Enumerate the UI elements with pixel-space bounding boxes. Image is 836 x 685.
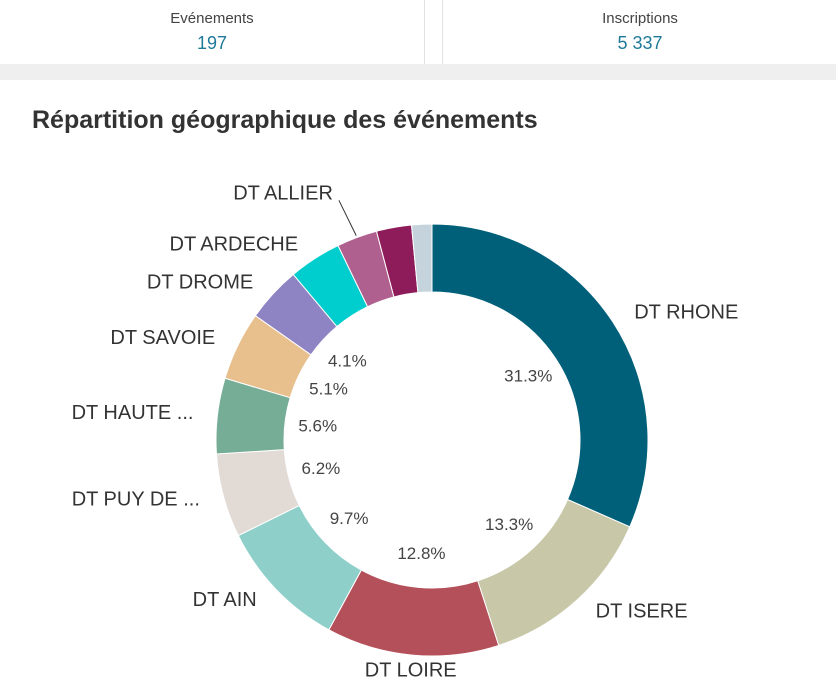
slice-category-label: DT ALLIER [233, 183, 333, 205]
kpi-label: Evénements [170, 10, 254, 27]
leader-line [338, 200, 357, 236]
slice-category-label: DT ARDECHE [170, 233, 299, 255]
slice-percent-label: 4.1% [328, 352, 367, 371]
kpi-card[interactable]: Inscriptions 5 337 [442, 0, 836, 64]
slice-category-label: DT SAVOIE [110, 327, 215, 349]
slice-percent-label: 31.3% [504, 367, 552, 386]
donut-slice [410, 223, 433, 294]
kpi-card[interactable]: Evénements 197 [0, 0, 425, 64]
slice-category-label: DT PUY DE ... [72, 488, 200, 510]
slice-percent-label: 5.1% [309, 379, 348, 398]
slice-percent-label: 9.7% [330, 509, 369, 528]
slice-category-label: DT ISERE [596, 600, 688, 622]
kpi-label: Inscriptions [602, 10, 678, 27]
slice-percent-label: 13.3% [485, 515, 533, 534]
donut-slice [431, 223, 649, 528]
slice-percent-label: 12.8% [397, 544, 445, 563]
slice-percent-label: 5.6% [298, 417, 337, 436]
slice-category-label: DT LOIRE [365, 659, 457, 681]
slice-category-label: DT HAUTE ... [72, 402, 194, 424]
chart-title: Répartition géographique des événements [32, 106, 538, 134]
kpi-value: 5 337 [617, 33, 663, 53]
slice-category-label: DT RHONE [634, 301, 738, 323]
slice-percent-label: 6.2% [302, 459, 341, 478]
separator-band [0, 64, 836, 80]
slice-category-label: DT DROME [147, 271, 253, 293]
kpi-value: 197 [196, 33, 228, 53]
slice-category-label: DT AIN [193, 589, 257, 611]
